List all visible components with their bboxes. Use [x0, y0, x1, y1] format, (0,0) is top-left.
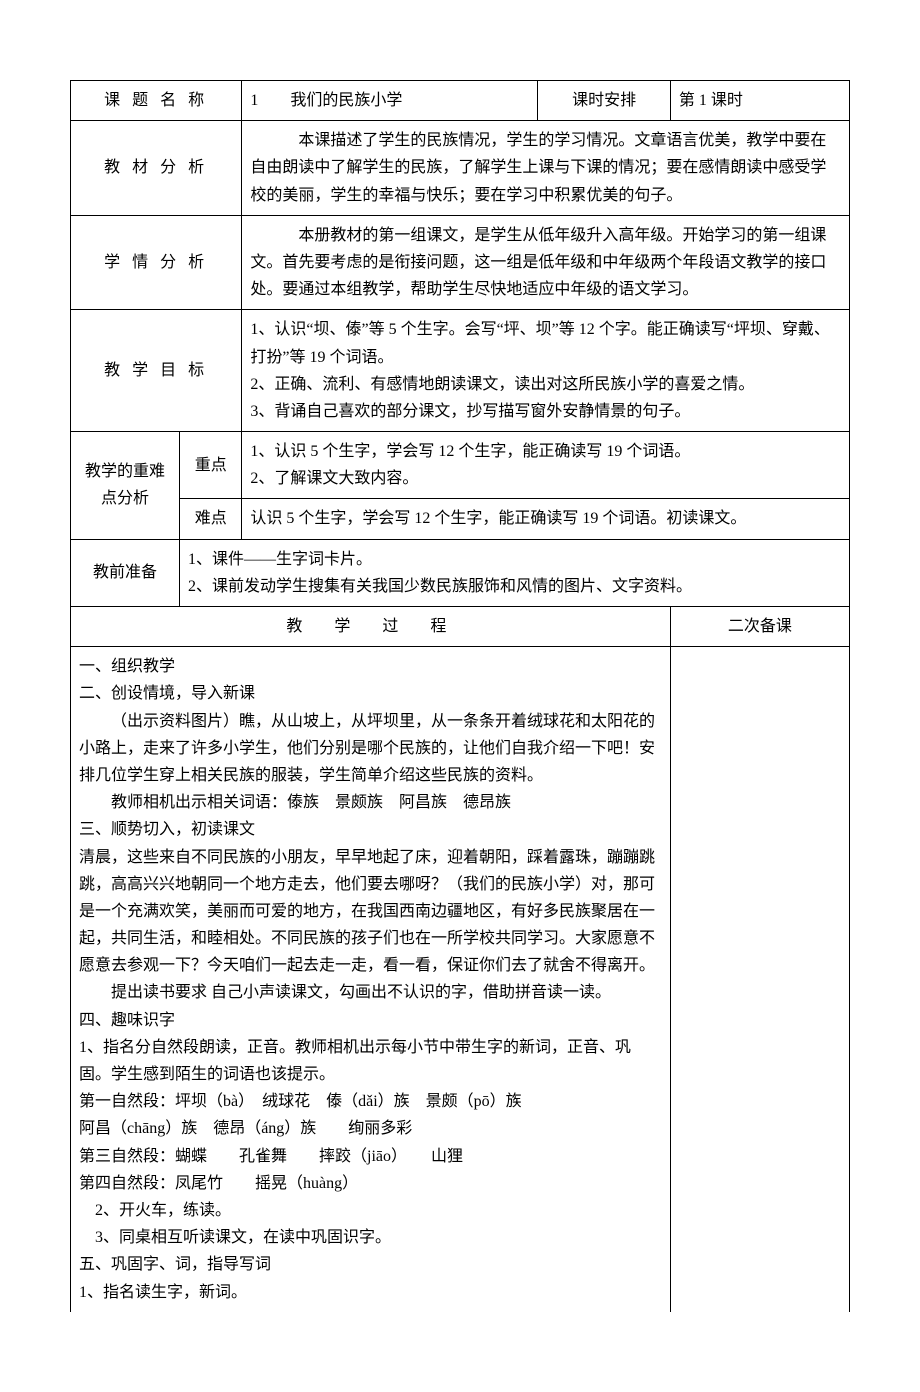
label-process: 教 学 过 程: [71, 607, 671, 647]
value-material: 本课描述了学生的民族情况，学生的学习情况。文章语言优美，教学中要在自由朗读中了解…: [242, 121, 850, 216]
goal-line-3: 3、背诵自己喜欢的部分课文，抄写描写窗外安静情景的句子。: [250, 398, 841, 425]
process-p3: （出示资料图片）瞧，从山坡上，从坪坝里，从一条条开着绒球花和太阳花的小路上，走来…: [79, 708, 662, 790]
value-goal: 1、认识“坝、傣”等 5 个生字。会写“坪、坝”等 12 个字。能正确读写“坪坝…: [242, 310, 850, 432]
row-situation: 学 情 分 析 本册教材的第一组课文，是学生从低年级升入高年级。开始学习的第一组…: [71, 215, 850, 310]
process-content: 一、组织教学 二、创设情境，导入新课 （出示资料图片）瞧，从山坡上，从坪坝里，从…: [71, 647, 671, 1312]
row-process-body: 一、组织教学 二、创设情境，导入新课 （出示资料图片）瞧，从山坡上，从坪坝里，从…: [71, 647, 850, 1312]
row-keypoint: 教学的重难点分析 重点 1、认识 5 个生字，学会写 12 个生字，能正确读写 …: [71, 432, 850, 499]
key-line-2: 2、了解课文大致内容。: [250, 465, 841, 492]
value-diff: 认识 5 个生字，学会写 12 个生字，能正确读写 19 个词语。初读课文。: [242, 499, 850, 539]
goal-line-1: 1、认识“坝、傣”等 5 个生字。会写“坪、坝”等 12 个字。能正确读写“坪坝…: [250, 316, 841, 370]
process-p12: 第三自然段：蝴蝶 孔雀舞 摔跤（jiāo） 山狸: [79, 1143, 662, 1170]
value-lesson-title: 1 我们的民族小学: [242, 81, 538, 121]
process-p5: 三、顺势切入，初读课文: [79, 816, 662, 843]
label-material: 教 材 分 析: [71, 121, 242, 216]
label-key: 重点: [180, 432, 242, 499]
label-prep: 教前准备: [71, 539, 180, 606]
process-p9: 1、指名分自然段朗读，正音。教师相机出示每小节中带生字的新词，正音、巩固。学生感…: [79, 1034, 662, 1088]
label-goal: 教 学 目 标: [71, 310, 242, 432]
value-period: 第 1 课时: [670, 81, 849, 121]
process-p8: 四、趣味识字: [79, 1007, 662, 1034]
process-p1: 一、组织教学: [79, 653, 662, 680]
label-situation: 学 情 分 析: [71, 215, 242, 310]
goal-line-2: 2、正确、流利、有感情地朗读课文，读出对这所民族小学的喜爱之情。: [250, 371, 841, 398]
prep-line-1: 1、课件——生字词卡片。: [188, 546, 841, 573]
row-prep: 教前准备 1、课件——生字词卡片。 2、课前发动学生搜集有关我国少数民族服饰和风…: [71, 539, 850, 606]
label-diff: 难点: [180, 499, 242, 539]
process-p15: 3、同桌相互听读课文，在读中巩固识字。: [79, 1224, 662, 1251]
row-goal: 教 学 目 标 1、认识“坝、傣”等 5 个生字。会写“坪、坝”等 12 个字。…: [71, 310, 850, 432]
row-material: 教 材 分 析 本课描述了学生的民族情况，学生的学习情况。文章语言优美，教学中要…: [71, 121, 850, 216]
value-prep: 1、课件——生字词卡片。 2、课前发动学生搜集有关我国少数民族服饰和风情的图片、…: [180, 539, 850, 606]
process-p4: 教师相机出示相关词语：傣族 景颇族 阿昌族 德昂族: [79, 789, 662, 816]
process-p6: 清晨，这些来自不同民族的小朋友，早早地起了床，迎着朝阳，踩着露珠，蹦蹦跳跳，高高…: [79, 844, 662, 980]
process-p16: 五、巩固字、词，指导写词: [79, 1251, 662, 1278]
label-keydiff: 教学的重难点分析: [71, 432, 180, 540]
value-key: 1、认识 5 个生字，学会写 12 个生字，能正确读写 19 个词语。 2、了解…: [242, 432, 850, 499]
process-p2: 二、创设情境，导入新课: [79, 680, 662, 707]
process-p13: 第四自然段：凤尾竹 摇晃（huàng）: [79, 1170, 662, 1197]
secondary-prep-content: [670, 647, 849, 1312]
label-period: 课时安排: [538, 81, 670, 121]
prep-line-2: 2、课前发动学生搜集有关我国少数民族服饰和风情的图片、文字资料。: [188, 573, 841, 600]
lesson-plan-table: 课 题 名 称 1 我们的民族小学 课时安排 第 1 课时 教 材 分 析 本课…: [70, 80, 850, 1312]
row-process-header: 教 学 过 程 二次备课: [71, 607, 850, 647]
key-line-1: 1、认识 5 个生字，学会写 12 个生字，能正确读写 19 个词语。: [250, 438, 841, 465]
row-difficulty: 难点 认识 5 个生字，学会写 12 个生字，能正确读写 19 个词语。初读课文…: [71, 499, 850, 539]
value-situation: 本册教材的第一组课文，是学生从低年级升入高年级。开始学习的第一组课文。首先要考虑…: [242, 215, 850, 310]
process-p14: 2、开火车，练读。: [79, 1197, 662, 1224]
process-p10: 第一自然段：坪坝（bà） 绒球花 傣（dǎi）族 景颇（pō）族: [79, 1088, 662, 1115]
process-p11: 阿昌（chāng）族 德昂（áng）族 绚丽多彩: [79, 1115, 662, 1142]
row-title: 课 题 名 称 1 我们的民族小学 课时安排 第 1 课时: [71, 81, 850, 121]
label-lesson-title: 课 题 名 称: [71, 81, 242, 121]
label-secondary-prep: 二次备课: [670, 607, 849, 647]
process-p7: 提出读书要求 自己小声读课文，勾画出不认识的字，借助拼音读一读。: [79, 979, 662, 1006]
